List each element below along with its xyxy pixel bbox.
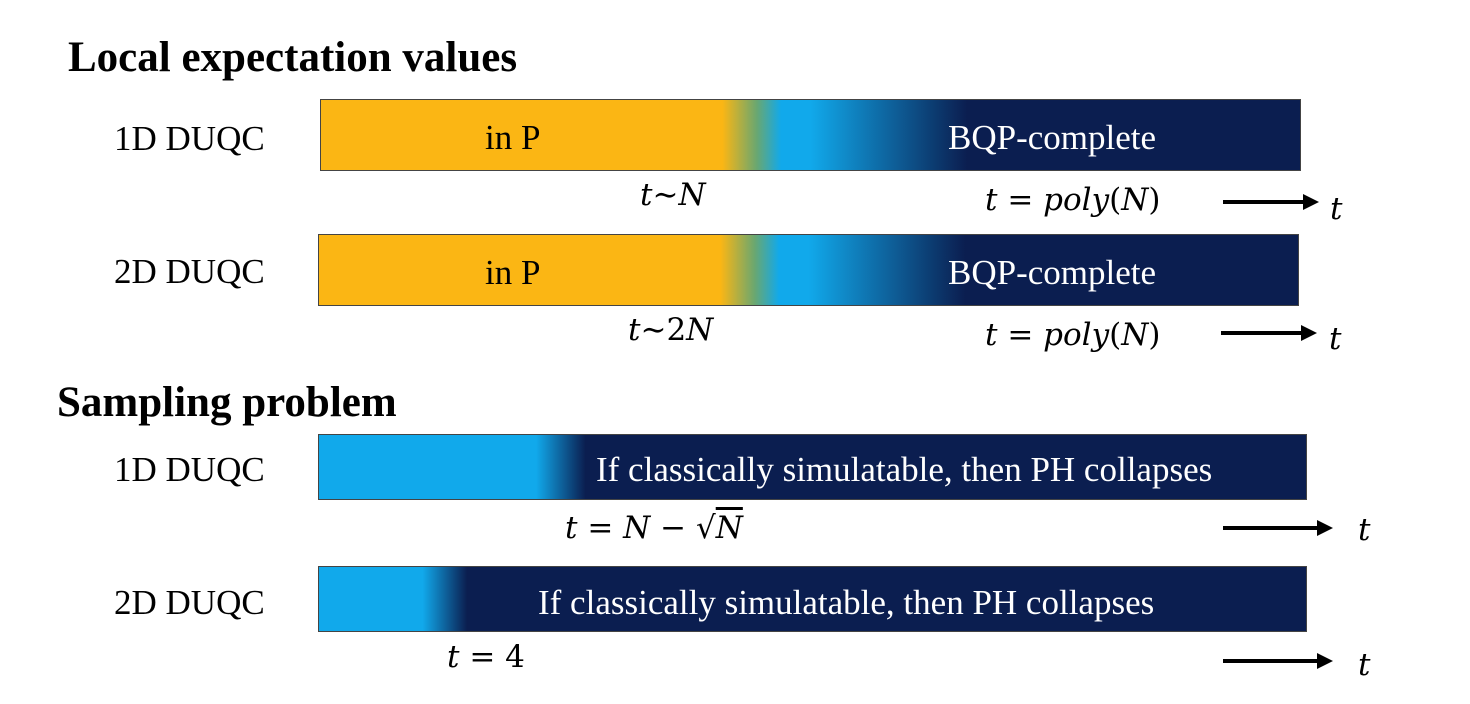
time-axis-label: t <box>1358 647 1371 683</box>
complexity-bar-1d-local: in P BQP-complete <box>320 99 1301 171</box>
region-label-in-p: in P <box>485 118 541 157</box>
region-label-bqp-complete: BQP-complete <box>948 253 1157 292</box>
transition-time-label: t∼2N <box>628 312 714 348</box>
complexity-bar-1d-sampling: If classically simulatable, then PH coll… <box>318 434 1307 500</box>
region-label-ph-collapses: If classically simulatable, then PH coll… <box>596 450 1213 489</box>
row-label-2d-local: 2D DUQC <box>114 252 265 291</box>
region-label-ph-collapses: If classically simulatable, then PH coll… <box>538 583 1155 622</box>
row-label-1d-local: 1D DUQC <box>114 119 265 158</box>
region-label-in-p: in P <box>485 253 541 292</box>
time-axis-label: t <box>1330 191 1343 227</box>
heading-sampling-problem: Sampling problem <box>57 379 397 426</box>
time-arrow-icon <box>1223 651 1333 671</box>
end-time-label: t = poly(N) <box>985 182 1161 218</box>
complexity-bar-2d-local: in P BQP-complete <box>318 234 1299 306</box>
end-time-label: t = poly(N) <box>985 317 1161 353</box>
complexity-bar-2d-sampling: If classically simulatable, then PH coll… <box>318 566 1307 632</box>
heading-local-expectation-values: Local expectation values <box>68 34 518 81</box>
time-axis-label: t <box>1329 321 1342 357</box>
time-axis-label: t <box>1358 512 1371 548</box>
row-label-2d-sampling: 2D DUQC <box>114 583 265 622</box>
transition-time-label: t = 4 <box>447 639 525 675</box>
time-arrow-icon <box>1221 323 1317 343</box>
time-arrow-icon <box>1223 192 1319 212</box>
time-arrow-icon <box>1223 518 1333 538</box>
transition-time-label: t∼N <box>640 177 706 213</box>
row-label-1d-sampling: 1D DUQC <box>114 450 265 489</box>
region-label-bqp-complete: BQP-complete <box>948 118 1157 157</box>
transition-time-label: t = N − √N <box>565 510 743 546</box>
